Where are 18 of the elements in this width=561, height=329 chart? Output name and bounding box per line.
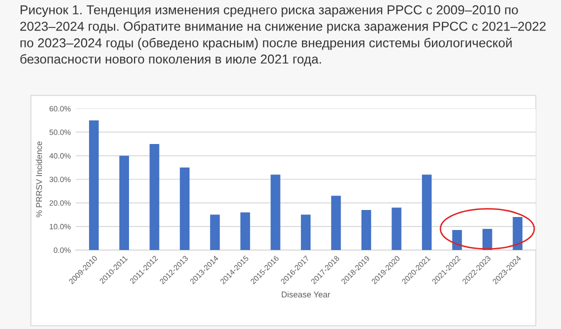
bar [210, 214, 220, 250]
bar [361, 210, 372, 250]
bar [392, 208, 402, 250]
y-axis-title: % PRRSV Incidence [36, 141, 42, 218]
bar [119, 156, 129, 250]
bar [240, 212, 250, 250]
bar [422, 174, 432, 250]
bar [150, 144, 160, 250]
bar [331, 196, 341, 250]
bar [89, 120, 99, 250]
bar [482, 228, 492, 250]
chart-title: Рисунок 1. Тенденция изменения среднего риска заражения РРСС с 2009–2010 по 2023–2024 годы. Обратите внимание на снижение риска заражения РРСС с 2021–2022 по 2023–2024 годы (обведено красным) после внедрения системы биологической безопасности нового поколения в июле 2021 года. [20, 5, 546, 66]
bar [452, 230, 462, 250]
x-axis-title: Disease Year [282, 291, 330, 298]
bar [270, 174, 280, 250]
bar [180, 168, 190, 250]
bar [512, 217, 522, 250]
bar [300, 214, 311, 250]
